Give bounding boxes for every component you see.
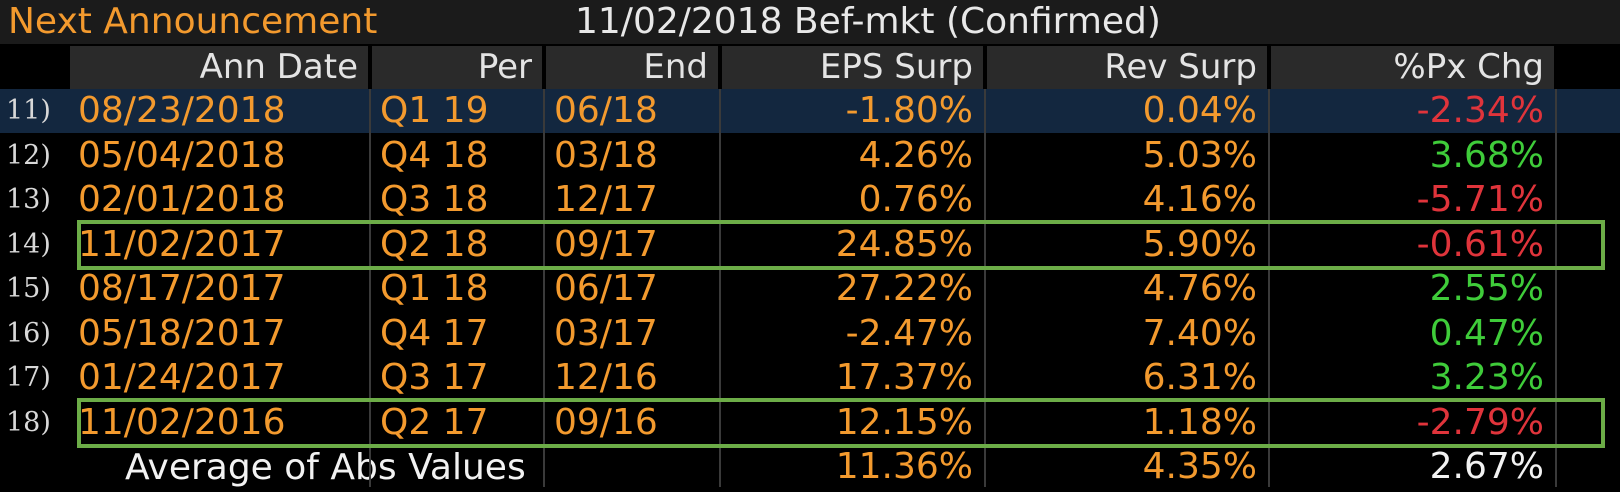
- average-rev-surp: 4.35%: [1142, 446, 1257, 487]
- column-header-end[interactable]: End: [546, 46, 718, 89]
- cell-eps-surp: 27.22%: [835, 268, 973, 309]
- table-row[interactable]: 16) 05/18/2017 Q4 17 03/17 -2.47% 7.40% 0.47%: [0, 312, 1620, 356]
- average-px-chg: 2.67%: [1429, 446, 1544, 487]
- cell-per: Q4 17: [380, 312, 489, 354]
- next-announcement-value: 11/02/2018 Bef-mkt (Confirmed): [575, 1, 1161, 42]
- row-index-label[interactable]: 14): [6, 228, 51, 260]
- column-header-per[interactable]: Per: [372, 46, 542, 89]
- cell-rev-surp: 5.90%: [1142, 223, 1257, 265]
- cell-eps-surp: 24.85%: [835, 223, 973, 265]
- cell-per: Q1 19: [380, 90, 489, 131]
- cell-per: Q3 17: [380, 357, 489, 398]
- cell-px-chg: 2.55%: [1429, 268, 1544, 309]
- cell-end: 12/16: [554, 357, 658, 398]
- cell-ann-date: 02/01/2018: [78, 179, 286, 220]
- column-separator: [543, 89, 545, 487]
- cell-rev-surp: 6.31%: [1142, 357, 1257, 398]
- cell-end: 06/17: [554, 268, 658, 309]
- cell-px-chg: -2.34%: [1416, 90, 1544, 131]
- table-row[interactable]: 11) 08/23/2018 Q1 19 06/18 -1.80% 0.04% -2.34%: [0, 89, 1620, 133]
- cell-end: 12/17: [554, 179, 658, 220]
- cell-px-chg: -5.71%: [1416, 179, 1544, 220]
- cell-ann-date: 11/02/2017: [78, 223, 286, 265]
- cell-rev-surp: 5.03%: [1142, 134, 1257, 176]
- table-row[interactable]: 18) 11/02/2016 Q2 17 09/16 12.15% 1.18% -2.79%: [0, 401, 1620, 445]
- table-row[interactable]: 12) 05/04/2018 Q4 18 03/18 4.26% 5.03% 3.68%: [0, 134, 1620, 178]
- cell-end: 03/17: [554, 312, 658, 354]
- cell-px-chg: -2.79%: [1416, 401, 1544, 443]
- cell-end: 09/17: [554, 223, 658, 265]
- cell-rev-surp: 7.40%: [1142, 312, 1257, 354]
- cell-eps-surp: -2.47%: [845, 312, 973, 354]
- cell-rev-surp: 4.16%: [1142, 179, 1257, 220]
- cell-px-chg: 3.23%: [1429, 357, 1544, 398]
- row-index-label[interactable]: 18): [6, 406, 51, 438]
- cell-per: Q3 18: [380, 179, 489, 220]
- average-label: Average of Abs Values: [125, 447, 526, 488]
- cell-ann-date: 05/04/2018: [78, 134, 286, 176]
- title-bar: Next Announcement 11/02/2018 Bef-mkt (Co…: [0, 0, 1620, 44]
- cell-eps-surp: 4.26%: [858, 134, 973, 176]
- column-header-px-chg[interactable]: %Px Chg: [1271, 46, 1554, 89]
- cell-per: Q1 18: [380, 268, 489, 309]
- cell-eps-surp: 0.76%: [858, 179, 973, 220]
- column-separator: [369, 89, 371, 487]
- row-index-label[interactable]: 13): [6, 184, 51, 215]
- row-index-label[interactable]: 12): [6, 139, 51, 171]
- cell-end: 03/18: [554, 134, 658, 176]
- cell-eps-surp: 12.15%: [835, 401, 973, 443]
- row-index-label[interactable]: 15): [6, 273, 51, 304]
- next-announcement-label: Next Announcement: [8, 1, 378, 42]
- row-index-label[interactable]: 11): [6, 95, 51, 126]
- cell-ann-date: 05/18/2017: [78, 312, 286, 354]
- table-row[interactable]: 14) 11/02/2017 Q2 18 09/17 24.85% 5.90% -0.61%: [0, 223, 1620, 267]
- cell-per: Q2 18: [380, 223, 489, 265]
- row-index-label[interactable]: 17): [6, 362, 51, 393]
- row-index-label[interactable]: 16): [6, 317, 51, 349]
- table-row[interactable]: 15) 08/17/2017 Q1 18 06/17 27.22% 4.76% 2.55%: [0, 267, 1620, 311]
- table-row[interactable]: 17) 01/24/2017 Q3 17 12/16 17.37% 6.31% 3.23%: [0, 356, 1620, 400]
- cell-rev-surp: 0.04%: [1142, 90, 1257, 131]
- column-separator: [984, 89, 986, 487]
- cell-px-chg: 0.47%: [1429, 312, 1544, 354]
- cell-ann-date: 08/23/2018: [78, 90, 286, 131]
- cell-px-chg: -0.61%: [1416, 223, 1544, 265]
- cell-px-chg: 3.68%: [1429, 134, 1544, 176]
- cell-end: 06/18: [554, 90, 658, 131]
- cell-rev-surp: 4.76%: [1142, 268, 1257, 309]
- cell-rev-surp: 1.18%: [1142, 401, 1257, 443]
- cell-ann-date: 08/17/2017: [78, 268, 286, 309]
- cell-eps-surp: 17.37%: [835, 357, 973, 398]
- column-separator: [719, 89, 721, 487]
- column-header-ann-date[interactable]: Ann Date: [70, 46, 368, 89]
- cell-ann-date: 11/02/2016: [78, 401, 286, 443]
- cell-ann-date: 01/24/2017: [78, 357, 286, 398]
- cell-per: Q4 18: [380, 134, 489, 176]
- table-row[interactable]: 13) 02/01/2018 Q3 18 12/17 0.76% 4.16% -5.71%: [0, 178, 1620, 222]
- column-header-eps-surp[interactable]: EPS Surp: [722, 46, 983, 89]
- column-separator: [1268, 89, 1270, 487]
- table-header: Ann Date Per End EPS Surp Rev Surp %Px C…: [0, 46, 1620, 89]
- index-column-header: [0, 46, 68, 89]
- cell-eps-surp: -1.80%: [845, 90, 973, 131]
- cell-end: 09/16: [554, 401, 658, 443]
- column-header-rev-surp[interactable]: Rev Surp: [987, 46, 1267, 89]
- average-eps-surp: 11.36%: [835, 446, 973, 487]
- average-row: Average of Abs Values 11.36% 4.35% 2.67%: [0, 445, 1620, 491]
- column-separator: [1555, 89, 1557, 487]
- cell-per: Q2 17: [380, 401, 489, 443]
